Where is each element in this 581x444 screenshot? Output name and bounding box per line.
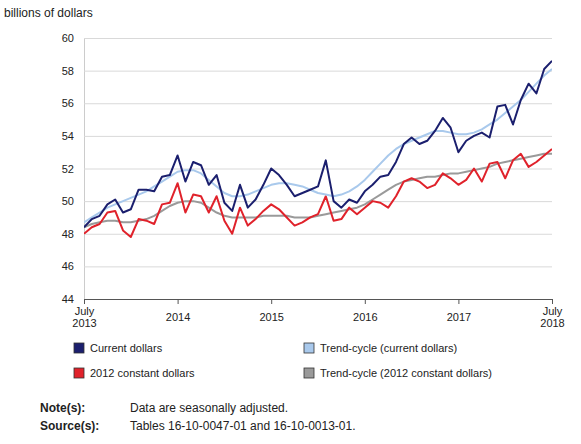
grid-line bbox=[84, 103, 552, 104]
x-tick-label-part: July bbox=[75, 305, 95, 317]
y-tick: 44 bbox=[62, 293, 552, 305]
note-label: Source(s): bbox=[40, 419, 99, 433]
x-axis-line bbox=[85, 299, 553, 300]
grid-line bbox=[84, 266, 552, 267]
y-tick-label: 60 bbox=[62, 32, 74, 44]
y-tick: 56 bbox=[62, 97, 552, 109]
y-axis: 44 46 48 50 52 54 56 58 60 bbox=[62, 32, 552, 305]
x-tick-label: 2014 bbox=[166, 311, 190, 323]
y-tick-label: 50 bbox=[62, 195, 74, 207]
note-label: Note(s): bbox=[40, 401, 85, 415]
grid-line bbox=[84, 299, 552, 300]
x-tick-label: 2016 bbox=[353, 311, 377, 323]
legend-label: Current dollars bbox=[90, 342, 163, 354]
x-tick-label: July2013 bbox=[72, 305, 96, 330]
x-tick: July2018 bbox=[540, 299, 564, 329]
x-tick-label: 2017 bbox=[447, 311, 471, 323]
x-tick-mark bbox=[552, 299, 553, 304]
legend-label: Trend-cycle (2012 constant dollars) bbox=[320, 367, 492, 379]
notes: Note(s): Data are seasonally adjusted. Sou… bbox=[40, 401, 356, 433]
series-line bbox=[84, 61, 552, 227]
grid-line bbox=[84, 38, 552, 39]
y-tick-label: 58 bbox=[62, 65, 74, 77]
x-tick-label-part: July bbox=[543, 305, 563, 317]
y-tick: 58 bbox=[62, 65, 552, 77]
x-tick: July2013 bbox=[72, 299, 96, 329]
series-line bbox=[84, 69, 552, 222]
y-tick-label: 44 bbox=[62, 293, 74, 305]
y-axis-title: billions of dollars bbox=[4, 6, 93, 20]
x-tick-mark bbox=[178, 299, 179, 304]
plot-area bbox=[84, 61, 552, 237]
x-tick-label-part: 2015 bbox=[259, 311, 283, 323]
y-tick-label: 48 bbox=[62, 228, 74, 240]
x-axis: July20132014201520162017July2018 bbox=[72, 299, 564, 329]
y-tick: 48 bbox=[62, 228, 552, 240]
legend-swatch bbox=[304, 368, 314, 378]
x-tick: 2017 bbox=[447, 299, 471, 323]
x-tick-mark bbox=[458, 299, 459, 304]
legend-swatch bbox=[304, 343, 314, 353]
y-axis-line bbox=[85, 39, 553, 300]
grid-line bbox=[84, 234, 552, 235]
legend-swatch bbox=[74, 343, 84, 353]
y-tick-label: 56 bbox=[62, 97, 74, 109]
x-tick-label-part: 2018 bbox=[540, 317, 564, 329]
x-tick: 2014 bbox=[166, 299, 190, 323]
x-tick-mark bbox=[365, 299, 366, 304]
y-tick-label: 52 bbox=[62, 163, 74, 175]
y-tick: 46 bbox=[62, 260, 552, 272]
x-tick-mark bbox=[271, 299, 272, 304]
legend-label: 2012 constant dollars bbox=[90, 367, 195, 379]
x-tick: 2016 bbox=[353, 299, 377, 323]
grid-line bbox=[84, 136, 552, 137]
x-tick-mark bbox=[84, 299, 85, 304]
legend-label: Trend-cycle (current dollars) bbox=[320, 342, 457, 354]
y-tick-label: 46 bbox=[62, 260, 74, 272]
grid-line bbox=[84, 71, 552, 72]
legend-swatch bbox=[74, 368, 84, 378]
chart: billions of dollars 44 46 48 50 52 54 56 58 60 Jul… bbox=[0, 0, 581, 444]
x-tick-label-part: 2013 bbox=[72, 317, 96, 329]
x-tick-label-part: 2014 bbox=[166, 311, 190, 323]
x-tick-label-part: 2017 bbox=[447, 311, 471, 323]
y-tick-label: 54 bbox=[62, 130, 74, 142]
x-tick: 2015 bbox=[259, 299, 283, 323]
x-tick-label: July2018 bbox=[540, 305, 564, 330]
legend: Current dollars Trend-cycle (current doll… bbox=[74, 342, 492, 379]
note-text: Tables 16-10-0047-01 and 16-10-0013-01. bbox=[130, 419, 356, 433]
x-tick-label-part: 2016 bbox=[353, 311, 377, 323]
x-tick-label: 2015 bbox=[259, 311, 283, 323]
note-text: Data are seasonally adjusted. bbox=[130, 401, 288, 415]
grid-line bbox=[84, 201, 552, 202]
y-tick: 60 bbox=[62, 32, 552, 44]
